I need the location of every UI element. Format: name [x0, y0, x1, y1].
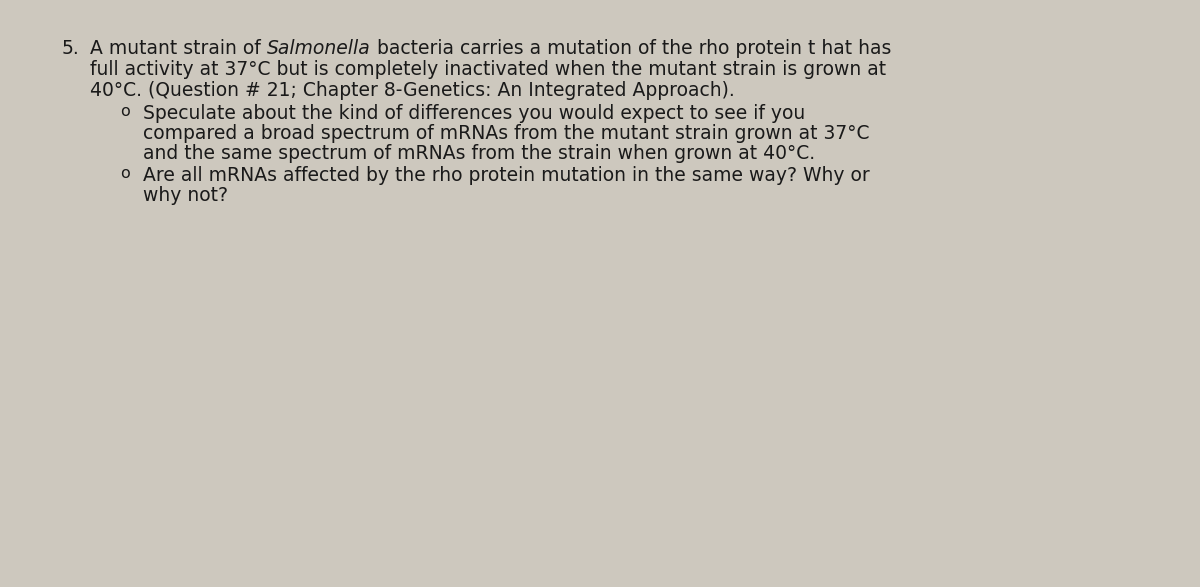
Text: Salmonella: Salmonella	[266, 39, 371, 58]
Text: Are all mRNAs affected by the rho protein mutation in the same way? Why or: Are all mRNAs affected by the rho protei…	[143, 166, 870, 185]
Text: o: o	[120, 104, 130, 119]
Text: A mutant strain of: A mutant strain of	[90, 39, 266, 58]
Text: 5.: 5.	[62, 39, 79, 58]
Text: Speculate about the kind of differences you would expect to see if you: Speculate about the kind of differences …	[143, 104, 805, 123]
Text: why not?: why not?	[143, 186, 228, 205]
Text: 40°C. (Question # 21; Chapter 8-Genetics: An Integrated Approach).: 40°C. (Question # 21; Chapter 8-Genetics…	[90, 81, 734, 100]
Text: compared a broad spectrum of mRNAs from the mutant strain grown at 37°C: compared a broad spectrum of mRNAs from …	[143, 124, 870, 143]
Text: full activity at 37°C but is completely inactivated when the mutant strain is gr: full activity at 37°C but is completely …	[90, 60, 886, 79]
Text: bacteria carries a mutation of the rho protein t hat has: bacteria carries a mutation of the rho p…	[371, 39, 890, 58]
Text: o: o	[120, 166, 130, 181]
Text: and the same spectrum of mRNAs from the strain when grown at 40°C.: and the same spectrum of mRNAs from the …	[143, 144, 815, 163]
